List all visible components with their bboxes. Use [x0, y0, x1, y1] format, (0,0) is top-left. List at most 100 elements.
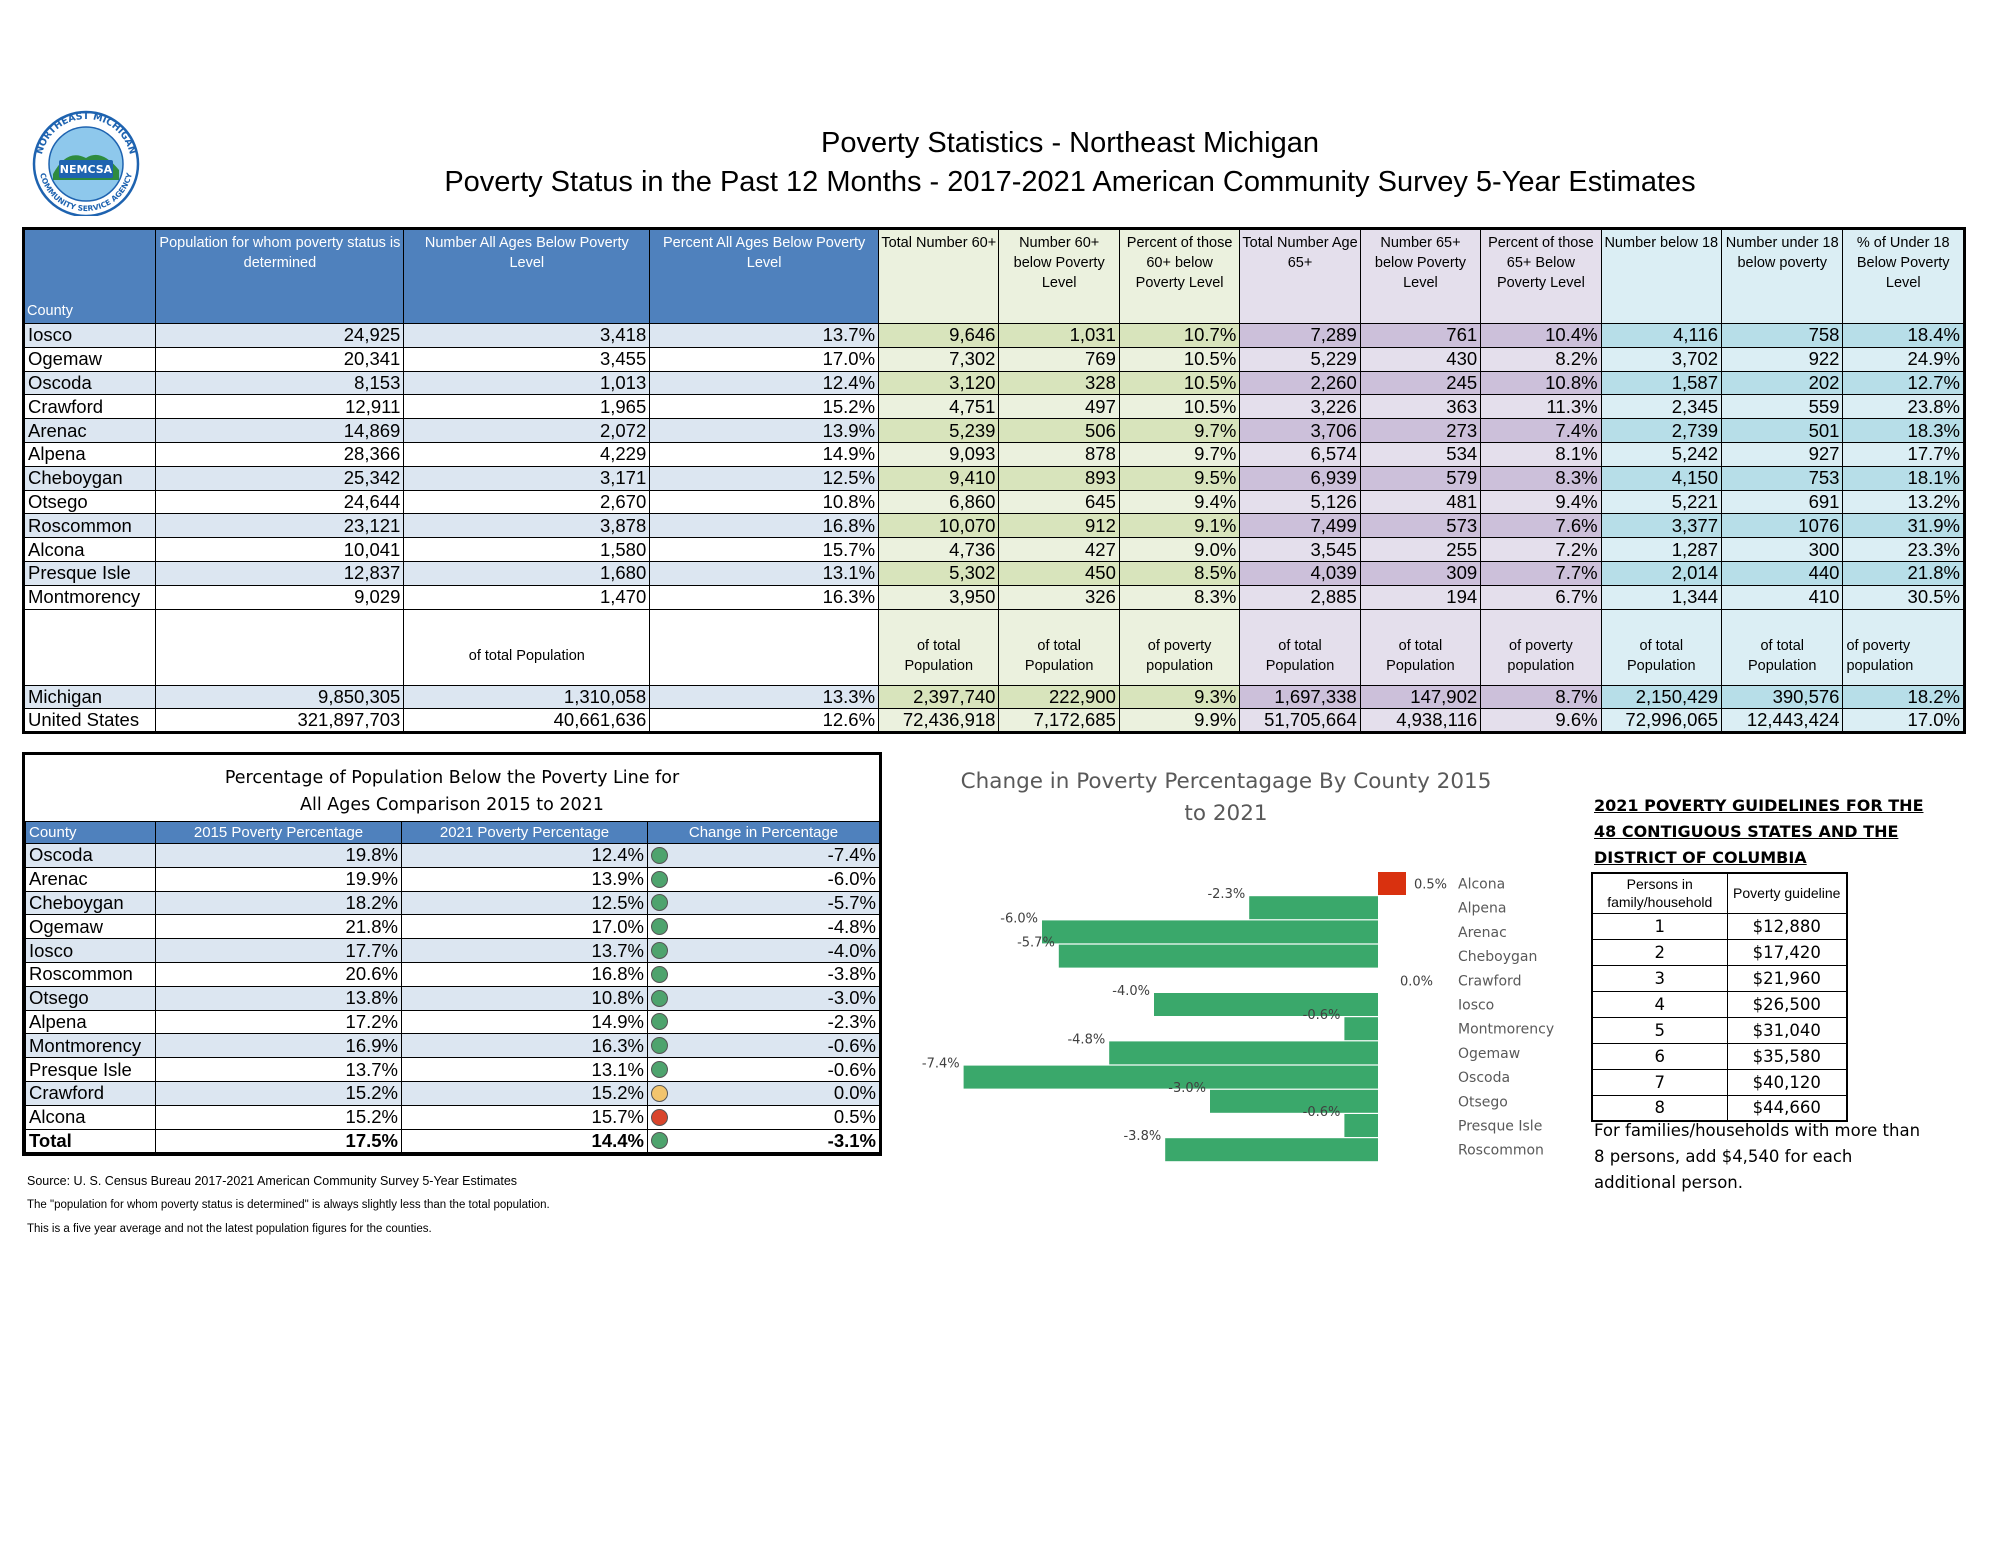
poverty-guidelines-table: Persons in family/household Poverty guid…: [1591, 872, 1848, 1122]
value-cell: 10,041: [155, 537, 405, 562]
change-cell: -0.6%: [647, 1057, 880, 1082]
value-cell: 1,470: [403, 584, 651, 610]
value-cell: 10.4%: [1480, 323, 1602, 348]
category-label: Alpena: [1458, 901, 1506, 917]
note-cell: of total Population: [1720, 608, 1844, 686]
change-value: -7.4%: [827, 844, 876, 866]
chart-title-line-2: to 2021: [1184, 801, 1267, 826]
value-cell: 7,302: [878, 346, 1000, 372]
comparison-row: Arenac 19.9% 13.9% -6.0%: [25, 866, 880, 892]
value-cell: 5,242: [1600, 441, 1723, 467]
value-cell: 9.0%: [1118, 537, 1241, 562]
county-cell: Crawford: [22, 394, 157, 420]
value-cell: 3,455: [403, 346, 651, 372]
county-cell: Montmorency: [22, 584, 157, 610]
value-cell: 9.9%: [1118, 708, 1241, 734]
table-row: Iosco 24,925 3,418 13.7% 9,646 1,031 10.7% 7,28…: [22, 323, 1965, 348]
poverty-statistics-table: County Population for whom poverty status…: [22, 227, 1966, 735]
value-cell: 17.7%: [1842, 441, 1965, 467]
change-cell: -4.8%: [647, 914, 880, 940]
column-header: Percent of those 65+ Below Poverty Level: [1480, 228, 1602, 324]
category-label: Crawford: [1458, 973, 1521, 989]
comparison-title: Percentage of Population Below the Pover…: [25, 755, 879, 821]
value-cell: 893: [998, 465, 1120, 491]
county-cell: Montmorency: [25, 1033, 156, 1059]
value-cell: 147,902: [1359, 684, 1482, 710]
table-row: Oscoda 8,153 1,013 12.4% 3,120 328 10.5% 2,260 2…: [22, 370, 1965, 396]
data-label: -7.4%: [922, 1057, 960, 1072]
data-label: -4.8%: [1067, 1032, 1105, 1047]
persons-cell: 2: [1591, 938, 1728, 966]
value-cell: 7,499: [1239, 513, 1361, 539]
value-cell: 4,736: [878, 537, 1000, 562]
data-label: -5.7%: [1017, 936, 1055, 951]
value-cell: 3,120: [878, 370, 1000, 396]
value-cell: 12.4%: [401, 843, 648, 868]
value-cell: 328: [998, 370, 1120, 396]
value-cell: 14.9%: [649, 441, 880, 467]
value-cell: 23.3%: [1842, 537, 1965, 562]
change-value: 0.0%: [833, 1082, 876, 1104]
county-cell: Alcona: [25, 1104, 156, 1130]
status-dot-icon: [651, 1108, 668, 1126]
value-cell: 1,287: [1600, 537, 1723, 562]
comparison-row: Total 17.5% 14.4% -3.1%: [25, 1128, 880, 1154]
change-value: -3.8%: [827, 963, 876, 985]
page-title: Poverty Statistics - Northeast Michigan …: [300, 124, 1840, 202]
value-cell: 9.7%: [1118, 418, 1241, 443]
value-cell: 13.1%: [649, 560, 880, 586]
table-row: Otsego 24,644 2,670 10.8% 6,860 645 9.4% 5,126 4…: [22, 489, 1965, 515]
value-cell: 16.8%: [401, 961, 648, 987]
status-dot-icon: [651, 918, 668, 936]
value-cell: 51,705,664: [1239, 708, 1361, 734]
column-header: Percent of those 60+ below Poverty Level: [1118, 228, 1241, 324]
note-cell: [649, 608, 880, 686]
value-cell: 3,545: [1239, 537, 1361, 562]
value-cell: 18.4%: [1842, 323, 1965, 348]
table-row: Presque Isle 12,837 1,680 13.1% 5,302 450 8.5%…: [22, 560, 1965, 586]
value-cell: 13.7%: [401, 938, 648, 963]
county-cell: Total: [25, 1128, 156, 1154]
value-cell: 769: [998, 346, 1120, 372]
value-cell: 912: [998, 513, 1120, 539]
value-cell: 30.5%: [1842, 584, 1965, 610]
value-cell: 13.2%: [1842, 489, 1965, 515]
county-cell: Crawford: [25, 1080, 156, 1106]
value-cell: 3,418: [403, 323, 651, 348]
status-dot-icon: [651, 1132, 668, 1150]
data-label: -2.3%: [1207, 887, 1245, 902]
value-cell: 12.7%: [1842, 370, 1965, 396]
status-dot-icon: [651, 942, 668, 960]
value-cell: 573: [1359, 513, 1482, 539]
value-cell: 12.5%: [649, 465, 880, 491]
value-cell: 1,031: [998, 323, 1120, 348]
change-value: 0.5%: [833, 1106, 876, 1128]
column-header: Number below 18: [1600, 228, 1723, 324]
change-value: -0.6%: [827, 1034, 876, 1056]
value-cell: 16.9%: [155, 1033, 402, 1059]
value-cell: 31.9%: [1842, 513, 1965, 539]
guideline-cell: $35,580: [1726, 1042, 1848, 1070]
comparison-row: Oscoda 19.8% 12.4% -7.4%: [25, 843, 880, 868]
value-cell: 20.6%: [155, 961, 402, 987]
value-cell: 927: [1720, 441, 1844, 467]
value-cell: 6.7%: [1480, 584, 1602, 610]
data-label: 0.5%: [1414, 878, 1447, 893]
bar-montmorency: [1344, 1017, 1378, 1041]
value-cell: 12,911: [155, 394, 405, 420]
county-cell: Presque Isle: [25, 1057, 156, 1082]
value-cell: 9.6%: [1480, 708, 1602, 734]
value-cell: 3,377: [1600, 513, 1723, 539]
value-cell: 427: [998, 537, 1120, 562]
table-header-row: County Population for whom poverty status…: [22, 228, 1965, 324]
value-cell: 15.2%: [155, 1080, 402, 1106]
value-cell: 17.0%: [1842, 708, 1965, 734]
value-cell: 6,939: [1239, 465, 1361, 491]
change-value: -3.1%: [827, 1129, 876, 1151]
guideline-row: 8 $44,660: [1591, 1094, 1848, 1122]
value-cell: 14,869: [155, 418, 405, 443]
value-cell: 922: [1720, 346, 1844, 372]
status-dot-icon: [651, 989, 668, 1007]
county-cell: Ogemaw: [22, 346, 157, 372]
value-cell: 506: [998, 418, 1120, 443]
